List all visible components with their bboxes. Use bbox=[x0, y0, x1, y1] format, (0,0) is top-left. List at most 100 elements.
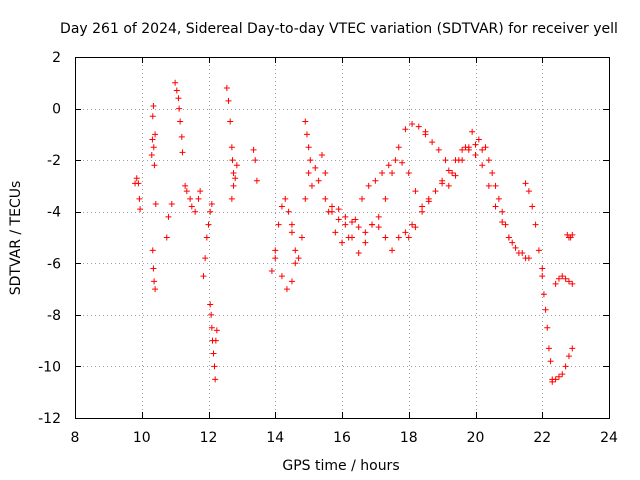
y-axis-label: SDTVAR / TECUs bbox=[8, 181, 24, 296]
data-point bbox=[272, 247, 279, 254]
data-point bbox=[223, 84, 230, 91]
data-point bbox=[305, 170, 312, 177]
y-tick-label: -6 bbox=[47, 256, 61, 272]
data-point bbox=[232, 175, 239, 182]
data-point bbox=[149, 113, 156, 120]
data-point bbox=[288, 221, 295, 228]
data-point bbox=[228, 195, 235, 202]
data-point bbox=[172, 79, 179, 86]
data-point bbox=[272, 255, 279, 262]
x-tick-label: 20 bbox=[467, 430, 485, 446]
data-point bbox=[283, 286, 290, 293]
data-point bbox=[419, 208, 426, 215]
data-point bbox=[332, 229, 339, 236]
data-point bbox=[509, 239, 516, 246]
grid bbox=[75, 57, 609, 418]
data-point bbox=[502, 221, 509, 228]
data-point bbox=[152, 200, 159, 207]
data-point bbox=[250, 146, 257, 153]
data-point bbox=[482, 144, 489, 151]
data-point bbox=[375, 213, 382, 220]
data-point bbox=[372, 177, 379, 184]
data-point bbox=[225, 97, 232, 104]
data-point bbox=[307, 157, 314, 164]
data-point bbox=[150, 102, 157, 109]
data-point bbox=[489, 170, 496, 177]
data-point bbox=[415, 123, 422, 130]
x-tick-label: 12 bbox=[200, 430, 218, 446]
data-point bbox=[137, 206, 144, 213]
data-point bbox=[405, 170, 412, 177]
data-point bbox=[369, 221, 376, 228]
data-point bbox=[197, 188, 204, 195]
x-tick-label: 24 bbox=[600, 430, 618, 446]
data-point bbox=[492, 182, 499, 189]
data-point bbox=[512, 244, 519, 251]
data-point bbox=[352, 216, 359, 223]
data-point bbox=[207, 208, 214, 215]
data-point bbox=[133, 175, 140, 182]
data-point bbox=[303, 131, 310, 138]
data-point bbox=[149, 247, 156, 254]
data-point bbox=[472, 151, 479, 158]
y-tick-label: -2 bbox=[47, 153, 61, 169]
data-point bbox=[544, 324, 551, 331]
data-point bbox=[200, 273, 207, 280]
data-point bbox=[278, 273, 285, 280]
data-point bbox=[150, 265, 157, 272]
data-point bbox=[179, 149, 186, 156]
data-point bbox=[152, 286, 159, 293]
data-point bbox=[359, 195, 366, 202]
data-point bbox=[479, 146, 486, 153]
data-point bbox=[195, 195, 202, 202]
data-point bbox=[355, 224, 362, 231]
data-point bbox=[173, 87, 180, 94]
data-point bbox=[499, 208, 506, 215]
data-point bbox=[432, 188, 439, 195]
data-point bbox=[210, 350, 217, 357]
data-point bbox=[465, 146, 472, 153]
data-point bbox=[203, 234, 210, 241]
data-point bbox=[292, 260, 299, 267]
data-point bbox=[211, 363, 218, 370]
data-point bbox=[395, 144, 402, 151]
data-point bbox=[445, 167, 452, 174]
data-point bbox=[207, 301, 214, 308]
data-point bbox=[385, 162, 392, 169]
data-point bbox=[389, 170, 396, 177]
data-point bbox=[459, 157, 466, 164]
data-point bbox=[315, 177, 322, 184]
data-point bbox=[549, 378, 556, 385]
x-tick-label: 10 bbox=[133, 430, 151, 446]
data-point bbox=[312, 164, 319, 171]
data-point bbox=[335, 216, 342, 223]
data-point bbox=[419, 203, 426, 210]
data-point bbox=[342, 213, 349, 220]
data-point bbox=[469, 128, 476, 135]
x-axis-label: GPS time / hours bbox=[282, 458, 399, 474]
data-point bbox=[278, 203, 285, 210]
data-point bbox=[392, 157, 399, 164]
data-point bbox=[375, 224, 382, 231]
data-point bbox=[208, 200, 215, 207]
data-point bbox=[552, 280, 559, 287]
data-point bbox=[562, 275, 569, 282]
x-tick-label: 18 bbox=[400, 430, 418, 446]
data-point bbox=[230, 182, 237, 189]
data-point bbox=[462, 144, 469, 151]
data-point bbox=[168, 200, 175, 207]
data-point bbox=[208, 324, 215, 331]
data-point bbox=[349, 219, 356, 226]
data-point bbox=[459, 146, 466, 153]
data-point bbox=[485, 182, 492, 189]
data-point bbox=[228, 144, 235, 151]
data-point bbox=[362, 229, 369, 236]
data-point bbox=[150, 144, 157, 151]
data-point bbox=[402, 229, 409, 236]
data-point bbox=[268, 268, 275, 275]
y-tick-label: 2 bbox=[52, 50, 61, 66]
data-point bbox=[252, 157, 259, 164]
data-point bbox=[542, 306, 549, 313]
data-point bbox=[339, 239, 345, 246]
